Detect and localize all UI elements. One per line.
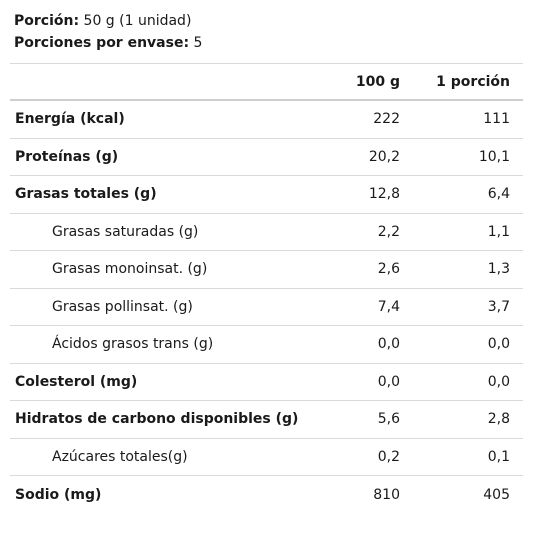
value-100g: 5,6 — [377, 411, 400, 428]
value-100g: 0,0 — [377, 373, 400, 390]
table-row: Proteínas (g) 20,2 10,1 — [10, 139, 523, 176]
table-row: Azúcares totales(g) 0,2 0,1 — [10, 439, 523, 476]
value-portion: 2,8 — [487, 411, 510, 428]
nutrient-name: Grasas totales (g) — [15, 186, 157, 203]
value-100g: 12,8 — [368, 186, 400, 203]
value-portion: 405 — [483, 486, 510, 503]
nutrient-name: Grasas saturadas (g) — [52, 223, 199, 240]
header-portion: 1 porción — [436, 73, 510, 90]
servings-label: Porciones por envase: — [14, 35, 190, 51]
servings-line: Porciones por envase: 5 — [14, 32, 202, 54]
table-row: Grasas totales (g) 12,8 6,4 — [10, 176, 523, 214]
value-100g: 222 — [373, 111, 400, 128]
portion-line: Porción: 50 g (1 unidad) — [14, 10, 202, 32]
value-portion: 0,0 — [487, 373, 510, 390]
servings-value: 5 — [193, 35, 203, 51]
nutrient-name: Colesterol (mg) — [15, 373, 138, 390]
nutrient-name: Sodio (mg) — [15, 486, 102, 503]
value-100g: 2,6 — [377, 261, 400, 278]
nutrient-name: Azúcares totales(g) — [52, 448, 188, 465]
value-portion: 0,0 — [487, 336, 510, 353]
value-portion: 10,1 — [478, 148, 510, 165]
value-100g: 2,2 — [377, 223, 400, 240]
header-100g: 100 g — [355, 73, 400, 90]
table-row: Colesterol (mg) 0,0 0,0 — [10, 364, 523, 401]
table-row: Hidratos de carbono disponibles (g) 5,6 … — [10, 401, 523, 439]
nutrient-name: Proteínas (g) — [15, 148, 119, 165]
table-header-row: 100 g 1 porción — [10, 64, 523, 101]
nutrient-name: Grasas monoinsat. (g) — [52, 261, 208, 278]
value-portion: 111 — [483, 111, 510, 128]
nutrient-name: Energía (kcal) — [15, 111, 125, 128]
portion-value: 50 g (1 unidad) — [83, 13, 192, 29]
table-row: Sodio (mg) 810 405 — [10, 476, 523, 514]
value-portion: 3,7 — [487, 298, 510, 315]
value-100g: 20,2 — [368, 148, 400, 165]
nutrient-name: Ácidos grasos trans (g) — [52, 336, 214, 353]
table-row: Grasas monoinsat. (g) 2,6 1,3 — [10, 251, 523, 289]
nutrition-table: 100 g 1 porción Energía (kcal) 222 111 P… — [10, 63, 523, 514]
table-row: Ácidos grasos trans (g) 0,0 0,0 — [10, 326, 523, 364]
table-row: Energía (kcal) 222 111 — [10, 101, 523, 139]
value-100g: 810 — [373, 486, 400, 503]
portion-label: Porción: — [14, 13, 80, 29]
value-portion: 6,4 — [487, 186, 510, 203]
table-row: Grasas saturadas (g) 2,2 1,1 — [10, 214, 523, 251]
value-100g: 7,4 — [377, 298, 400, 315]
value-portion: 1,3 — [487, 261, 510, 278]
value-portion: 0,1 — [487, 448, 510, 465]
value-100g: 0,2 — [377, 448, 400, 465]
value-portion: 1,1 — [487, 223, 510, 240]
nutrient-name: Hidratos de carbono disponibles (g) — [15, 411, 299, 428]
table-row: Grasas pollinsat. (g) 7,4 3,7 — [10, 289, 523, 326]
serving-info: Porción: 50 g (1 unidad) Porciones por e… — [14, 10, 202, 54]
value-100g: 0,0 — [377, 336, 400, 353]
nutrient-name: Grasas pollinsat. (g) — [52, 298, 193, 315]
